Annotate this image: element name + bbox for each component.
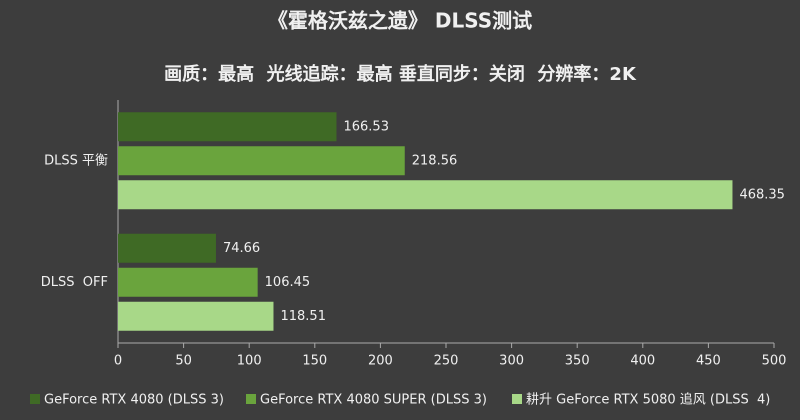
- x-tick-label: 300: [499, 354, 524, 369]
- value-label: 74.66: [223, 241, 260, 256]
- x-tick-label: 150: [302, 354, 327, 369]
- x-tick-label: 350: [565, 354, 590, 369]
- value-label: 218.56: [412, 153, 458, 168]
- legend-label: 耕升 GeForce RTX 5080 追风 (DLSS 4): [526, 392, 770, 408]
- value-label: 118.51: [280, 309, 326, 324]
- value-label: 166.53: [343, 119, 389, 134]
- legend-label: GeForce RTX 4080 SUPER (DLSS 3): [260, 393, 487, 408]
- legend-marker: [30, 394, 40, 404]
- chart-subtitle: 画质：最高 光线追踪：最高 垂直同步：关闭 分辨率：2K: [164, 63, 637, 85]
- bar: [118, 180, 733, 210]
- bar: [118, 267, 258, 297]
- x-tick-label: 100: [237, 354, 262, 369]
- x-tick-label: 200: [368, 354, 393, 369]
- x-tick-label: 0: [114, 354, 122, 369]
- legend-label: GeForce RTX 4080 (DLSS 3): [44, 393, 224, 408]
- x-tick-label: 400: [630, 354, 655, 369]
- x-tick-label: 50: [175, 354, 192, 369]
- x-tick-label: 450: [696, 354, 721, 369]
- y-tick-label: DLSS OFF: [41, 275, 108, 290]
- y-tick-label: DLSS 平衡: [44, 153, 108, 168]
- legend-marker: [246, 394, 256, 404]
- x-tick-label: 250: [434, 354, 459, 369]
- bar: [118, 233, 216, 263]
- chart-title: 《霍格沃兹之遗》 DLSS测试: [268, 9, 532, 33]
- bar: [118, 146, 405, 176]
- value-label: 468.35: [739, 187, 785, 202]
- value-label: 106.45: [265, 275, 311, 290]
- bar: [118, 112, 337, 142]
- x-tick-label: 500: [762, 354, 787, 369]
- legend-marker: [512, 394, 522, 404]
- bar: [118, 301, 274, 331]
